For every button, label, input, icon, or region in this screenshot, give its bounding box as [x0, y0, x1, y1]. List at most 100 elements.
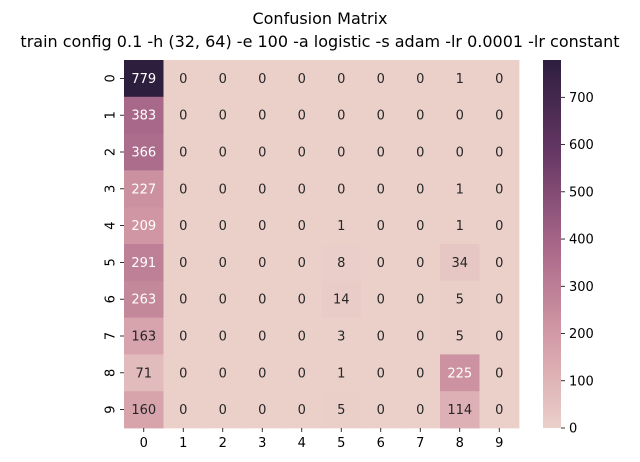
heatmap-cell — [361, 391, 401, 429]
colorbar-tick-label: 500 — [569, 185, 594, 200]
y-tick-label: 9 — [104, 405, 119, 413]
heatmap-cell — [321, 60, 362, 98]
colorbar-tick-label: 100 — [569, 374, 594, 389]
cell-value-label: 0 — [377, 109, 385, 124]
cell-value-label: 0 — [298, 366, 306, 381]
cell-value-label: 0 — [416, 256, 424, 271]
cell-value-label: 0 — [377, 256, 385, 271]
colorbar-tick-label: 0 — [569, 422, 577, 437]
cell-value-label: 1 — [337, 219, 345, 234]
x-tick-label: 1 — [179, 436, 187, 451]
heatmap-cell — [440, 244, 480, 282]
heatmap-cell — [203, 60, 243, 98]
heatmap-cell — [440, 96, 480, 134]
heatmap-cell — [203, 133, 243, 171]
heatmap-cell — [321, 170, 362, 208]
cell-value-label: 34 — [451, 256, 468, 271]
cell-value-label: 0 — [495, 330, 503, 345]
heatmap-cell — [242, 96, 283, 134]
cell-value-label: 5 — [456, 293, 464, 308]
cell-value-label: 0 — [258, 330, 266, 345]
cell-value-label: 0 — [377, 366, 385, 381]
cell-value-label: 0 — [337, 72, 345, 87]
cell-value-label: 0 — [219, 366, 227, 381]
heatmap-cell — [163, 317, 204, 355]
heatmap-cell — [203, 391, 243, 429]
cell-value-label: 3 — [337, 330, 345, 345]
cell-value-label: 291 — [131, 256, 156, 271]
cell-value-label: 0 — [219, 219, 227, 234]
heatmap-cell — [361, 207, 401, 245]
cell-value-label: 0 — [298, 72, 306, 87]
heatmap-cell — [479, 170, 520, 208]
heatmap-cell — [361, 317, 401, 355]
heatmap-cell — [242, 244, 283, 282]
heatmap-cell — [124, 96, 164, 134]
heatmap-cell — [400, 60, 441, 98]
heatmap-cell — [282, 170, 322, 208]
chart-subtitle: train config 0.1 -h (32, 64) -e 100 -a l… — [20, 32, 619, 51]
heatmap-cell — [163, 280, 204, 318]
heatmap-cell — [321, 354, 362, 392]
cell-value-label: 0 — [298, 219, 306, 234]
cell-value-label: 0 — [219, 146, 227, 161]
heatmap-cell — [242, 317, 283, 355]
cell-value-label: 1 — [456, 182, 464, 197]
cell-value-label: 0 — [298, 330, 306, 345]
heatmap-cell — [440, 133, 480, 171]
heatmap-cell — [203, 280, 243, 318]
heatmap-cell — [361, 96, 401, 134]
colorbar-tick-label: 400 — [569, 233, 594, 248]
cell-value-label: 5 — [456, 330, 464, 345]
heatmap-cell — [361, 60, 401, 98]
y-tick-label: 1 — [104, 111, 119, 119]
x-tick-label: 6 — [377, 436, 385, 451]
heatmap-cell — [282, 244, 322, 282]
heatmap-cell — [124, 391, 164, 429]
cell-value-label: 0 — [495, 72, 503, 87]
x-axis: 0 1 2 3 4 5 6 7 8 9 — [140, 428, 503, 451]
cell-value-label: 71 — [135, 366, 152, 381]
heatmap-cell — [163, 96, 204, 134]
heatmap-cell — [479, 96, 520, 134]
heatmap-cell — [124, 207, 164, 245]
cell-value-label: 1 — [456, 72, 464, 87]
heatmap-cell — [479, 133, 520, 171]
heatmap-cell — [242, 391, 283, 429]
cell-value-label: 0 — [377, 146, 385, 161]
heatmap-cell — [400, 207, 441, 245]
heatmap-cell — [163, 207, 204, 245]
cell-value-label: 0 — [416, 219, 424, 234]
cell-value-label: 0 — [416, 403, 424, 418]
heatmap-cell — [321, 207, 362, 245]
heatmap-cell — [163, 354, 204, 392]
heatmap-cell — [163, 244, 204, 282]
heatmap-cell — [440, 354, 480, 392]
heatmap-cell — [400, 391, 441, 429]
heatmap-cell — [282, 60, 322, 98]
cell-value-label: 0 — [219, 72, 227, 87]
heatmap-cell — [203, 207, 243, 245]
cell-value-label: 0 — [298, 293, 306, 308]
heatmap-cell — [282, 317, 322, 355]
heatmap-cell — [124, 60, 164, 98]
heatmap-cell — [479, 207, 520, 245]
cell-value-label: 0 — [179, 109, 187, 124]
cell-value-label: 0 — [179, 403, 187, 418]
y-tick-label: 5 — [104, 258, 119, 266]
cell-value-label: 0 — [298, 403, 306, 418]
cell-value-label: 0 — [219, 293, 227, 308]
heatmap-cells: 779 0 0 0 0 0 0 0 1 0 383 0 0 0 0 0 0 0 0 0 366 0 0 0 0 0 0 0 0 0 227 0… — [124, 60, 520, 429]
cell-value-label: 0 — [377, 72, 385, 87]
heatmap-cell — [400, 317, 441, 355]
heatmap-cell — [321, 133, 362, 171]
y-tick-label: 7 — [104, 332, 119, 340]
heatmap-cell — [242, 133, 283, 171]
heatmap-cell — [479, 244, 520, 282]
cell-value-label: 0 — [495, 219, 503, 234]
heatmap-cell — [282, 207, 322, 245]
cell-value-label: 0 — [258, 403, 266, 418]
heatmap-cell — [203, 170, 243, 208]
x-tick-label: 0 — [140, 436, 148, 451]
